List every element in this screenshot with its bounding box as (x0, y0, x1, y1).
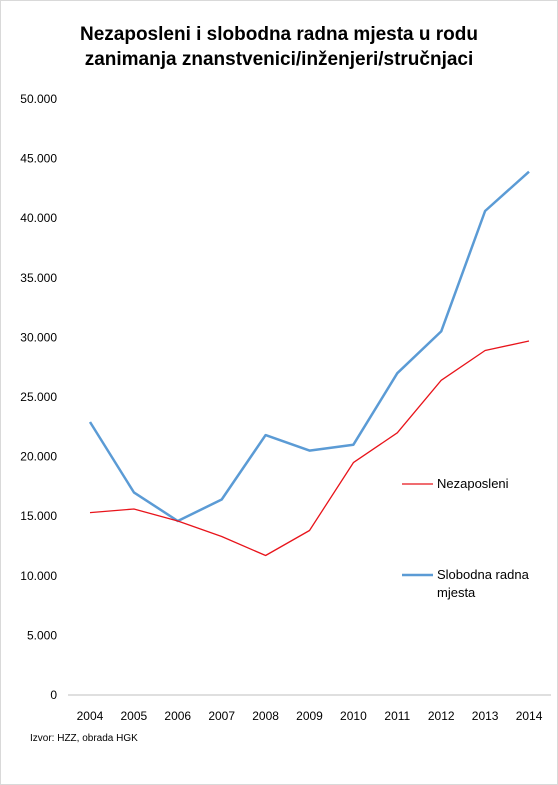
x-tick-label: 2014 (516, 709, 543, 723)
y-tick-label: 20.000 (20, 450, 57, 464)
y-tick-label: 10.000 (20, 569, 57, 583)
chart-title-line-1: Nezaposleni i slobodna radna mjesta u ro… (79, 24, 479, 45)
legend-label-slobodna-radna-mjesta: Slobodna radna mjesta (437, 566, 529, 602)
x-tick-label: 2006 (164, 709, 191, 723)
x-tick-label: 2007 (208, 709, 235, 723)
y-tick-label: 15.000 (20, 509, 57, 523)
chart-title-line-2: zanimanja znanstvenici/inženjeri/stručnj… (84, 49, 474, 70)
y-tick-label: 5.000 (27, 628, 57, 642)
x-tick-label: 2004 (77, 709, 104, 723)
legend-label-line-1: Slobodna radna (437, 567, 529, 582)
source-note: Izvor: HZZ, obrada HGK (30, 733, 138, 744)
series-line-slobodna-radna-mjesta (88, 170, 530, 523)
legend-label-nezaposleni: Nezaposleni (437, 476, 509, 491)
chart-title: Nezaposleni i slobodna radna mjesta u ro… (0, 22, 558, 72)
x-tick-label: 2009 (296, 709, 323, 723)
y-tick-label: 45.000 (20, 152, 57, 166)
x-tick-label: 2008 (252, 709, 279, 723)
x-tick-label: 2005 (121, 709, 148, 723)
y-tick-label: 0 (50, 688, 57, 702)
x-tick-label: 2012 (428, 709, 455, 723)
x-tick-label: 2013 (472, 709, 499, 723)
x-tick-label: 2011 (384, 709, 410, 723)
y-tick-label: 25.000 (20, 390, 57, 404)
y-tick-label: 35.000 (20, 271, 57, 285)
legend-label-line-2: mjesta (437, 585, 476, 600)
y-tick-label: 40.000 (20, 211, 57, 225)
y-tick-label: 30.000 (20, 330, 57, 344)
y-tick-label: 50.000 (20, 92, 57, 106)
series-line-nezaposleni (89, 340, 530, 557)
x-tick-label: 2010 (340, 709, 367, 723)
